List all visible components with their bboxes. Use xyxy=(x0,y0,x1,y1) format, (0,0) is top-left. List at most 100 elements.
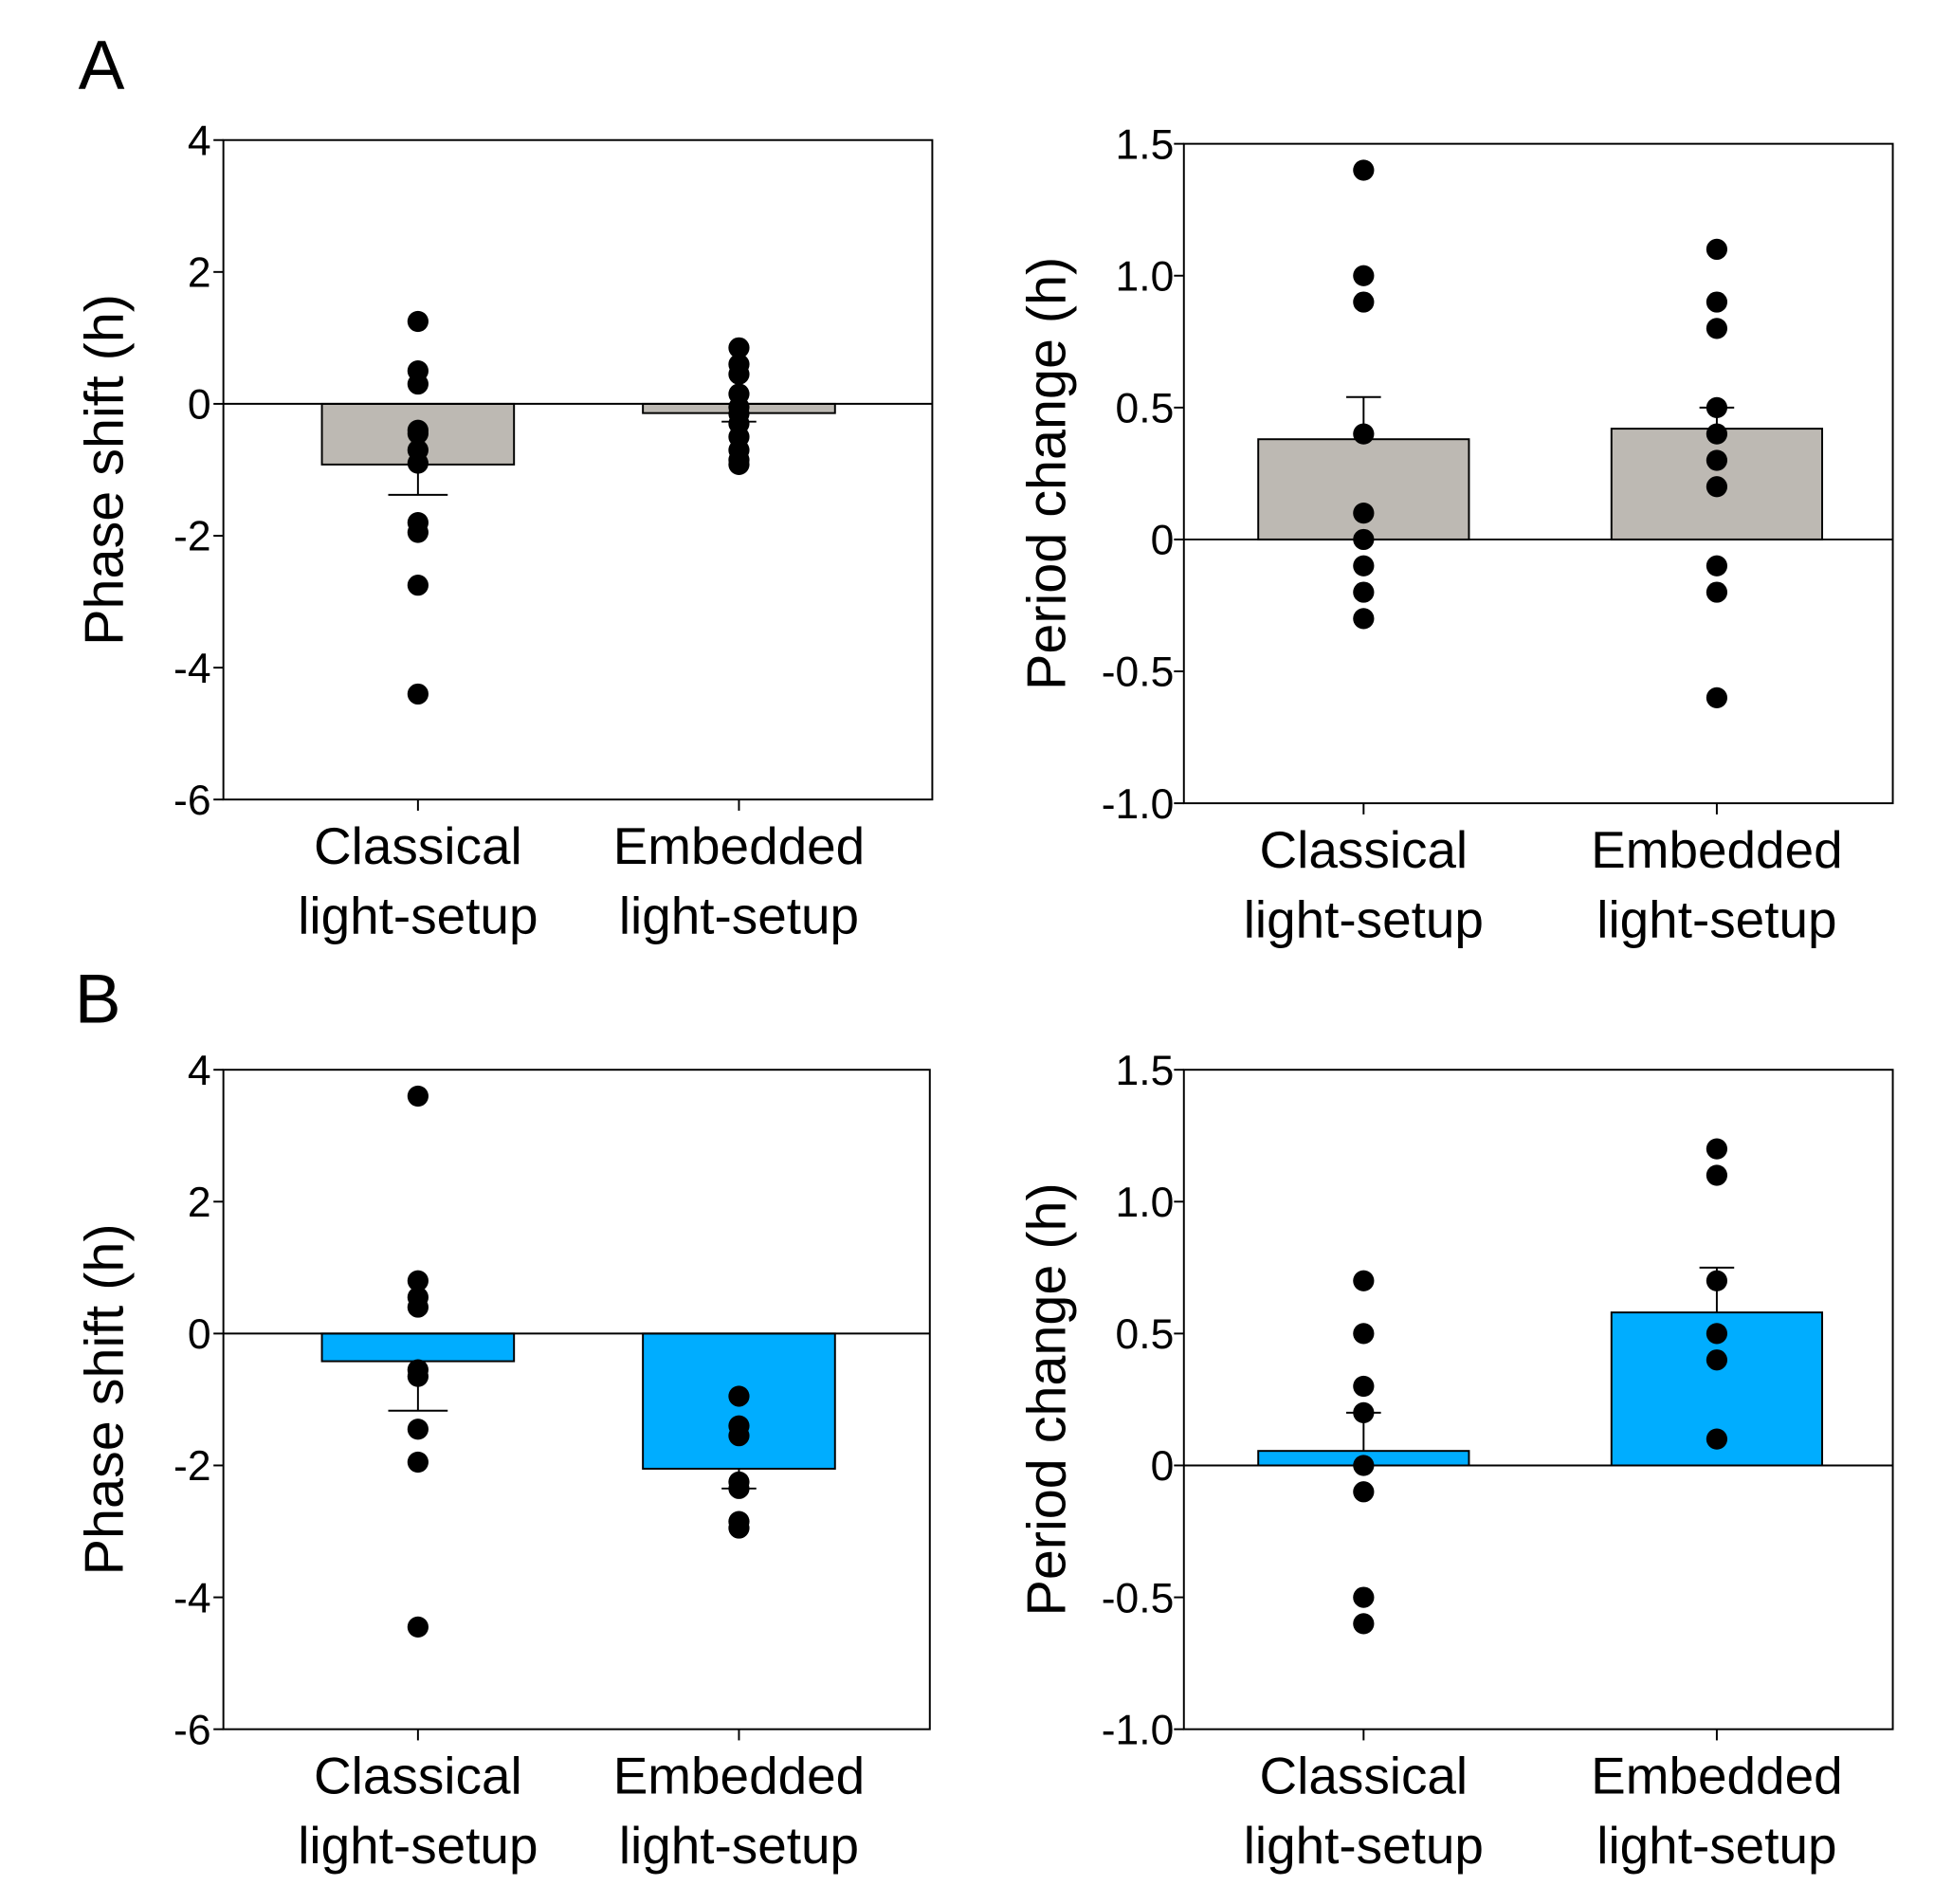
data-point xyxy=(407,522,429,543)
y-tick-label: 0 xyxy=(188,382,211,429)
data-point xyxy=(407,1365,429,1387)
y-tick-label: -1.0 xyxy=(1102,1707,1175,1753)
data-point xyxy=(1353,1401,1375,1423)
data-point xyxy=(1353,555,1375,577)
plot-frame xyxy=(222,1069,931,1730)
panel-label-b: B xyxy=(75,961,121,1038)
data-point xyxy=(407,1616,429,1638)
y-tick-label: 1.0 xyxy=(1116,253,1175,300)
data-point xyxy=(1706,581,1728,603)
data-point xyxy=(1353,1455,1375,1476)
y-tick-label: 1.5 xyxy=(1116,121,1175,168)
y-axis-label: Phase shift (h) xyxy=(75,1224,136,1576)
data-point xyxy=(1353,1323,1375,1345)
data-point xyxy=(1706,423,1728,445)
data-point xyxy=(1706,449,1728,471)
y-tick-label: -2 xyxy=(173,1443,211,1490)
y-tick-label: 1.5 xyxy=(1116,1048,1175,1094)
data-point xyxy=(407,1296,429,1318)
x-tick-label: light-setup xyxy=(298,1816,538,1875)
x-tick-label: light-setup xyxy=(619,886,859,944)
data-point xyxy=(407,1451,429,1474)
data-point xyxy=(728,453,750,476)
data-point xyxy=(1353,528,1375,551)
data-point xyxy=(1353,291,1375,313)
chart-bottom-left: 4 2 0 -2 -4 -6 Classical light-setup Embedded lig… xyxy=(75,1048,931,1875)
y-axis-label: Period change (h) xyxy=(1016,1182,1077,1616)
data-point xyxy=(1706,1164,1728,1186)
y-tick-label: -2 xyxy=(173,514,211,560)
x-tick-label: Embedded xyxy=(613,1747,866,1805)
y-tick-label: -6 xyxy=(173,778,211,824)
chart-bottom-right: 1.5 1.0 0.5 0 -0.5 -1.0 Classical light-setup Em… xyxy=(1016,1048,1894,1875)
y-tick-label: 0 xyxy=(188,1311,211,1358)
y-tick-label: 0.5 xyxy=(1116,386,1175,432)
data-point xyxy=(1353,265,1375,286)
data-point xyxy=(728,363,750,385)
x-tick-label: Classical xyxy=(1260,820,1469,879)
data-point xyxy=(1706,1270,1728,1291)
chart-top-left: 4 2 0 -2 -4 -6 Classical light-setup Embedded lig… xyxy=(75,118,934,944)
plot-frame xyxy=(1182,1069,1894,1730)
data-point xyxy=(1353,503,1375,524)
data-point xyxy=(407,310,429,333)
y-tick-label: -6 xyxy=(173,1707,211,1753)
data-point xyxy=(1706,396,1728,418)
data-point xyxy=(728,1425,750,1447)
x-tick-label: Classical xyxy=(314,1747,522,1805)
data-point xyxy=(1353,1586,1375,1608)
y-tick-label: 2 xyxy=(188,250,211,297)
x-tick-label: light-setup xyxy=(1244,1816,1484,1875)
data-point xyxy=(407,1085,429,1108)
data-point xyxy=(1353,1613,1375,1635)
data-point xyxy=(728,1385,750,1407)
plot-frame xyxy=(1182,142,1894,805)
panel-label-a: A xyxy=(79,27,125,104)
x-tick-label: light-setup xyxy=(1244,889,1484,948)
x-tick-label: Embedded xyxy=(1591,820,1843,879)
x-tick-label: light-setup xyxy=(1596,1816,1836,1875)
y-tick-label: 2 xyxy=(188,1180,211,1226)
data-point xyxy=(1353,1481,1375,1503)
data-point xyxy=(407,373,429,395)
y-tick-label: 1.0 xyxy=(1116,1180,1175,1226)
y-tick-label: -4 xyxy=(173,1575,211,1621)
x-tick-label: Embedded xyxy=(1591,1747,1843,1805)
y-tick-label: -0.5 xyxy=(1102,1575,1175,1621)
data-point xyxy=(1353,159,1375,181)
x-tick-label: Classical xyxy=(314,816,522,875)
y-tick-label: -0.5 xyxy=(1102,650,1175,696)
data-point xyxy=(407,423,429,445)
data-point xyxy=(407,1270,429,1291)
data-point xyxy=(1706,1428,1728,1450)
x-tick-label: Classical xyxy=(1260,1747,1469,1805)
y-tick-label: 4 xyxy=(188,118,211,164)
x-tick-label: light-setup xyxy=(619,1816,859,1875)
data-point xyxy=(407,575,429,596)
y-axis-label: Period change (h) xyxy=(1016,257,1077,690)
x-tick-label: light-setup xyxy=(298,886,538,944)
data-point xyxy=(1706,291,1728,313)
data-point xyxy=(1353,1375,1375,1398)
data-point xyxy=(728,1517,750,1539)
data-point xyxy=(1706,555,1728,577)
y-tick-label: 0.5 xyxy=(1116,1311,1175,1358)
data-point xyxy=(1353,423,1375,445)
x-tick-label: light-setup xyxy=(1596,889,1836,948)
data-point xyxy=(728,337,750,358)
data-point xyxy=(407,1419,429,1440)
x-tick-label: Embedded xyxy=(613,816,866,875)
y-tick-label: 0 xyxy=(1151,1443,1175,1490)
data-point xyxy=(1706,1323,1728,1345)
y-tick-label: 0 xyxy=(1151,518,1175,564)
y-tick-label: 4 xyxy=(188,1048,211,1094)
data-point xyxy=(1706,318,1728,339)
y-tick-label: -4 xyxy=(173,646,211,692)
data-point xyxy=(1353,581,1375,603)
bar xyxy=(320,1332,516,1363)
data-point xyxy=(407,452,429,474)
plot-frame xyxy=(222,138,934,801)
y-tick-label: -1.0 xyxy=(1102,781,1175,828)
data-point xyxy=(1706,476,1728,498)
